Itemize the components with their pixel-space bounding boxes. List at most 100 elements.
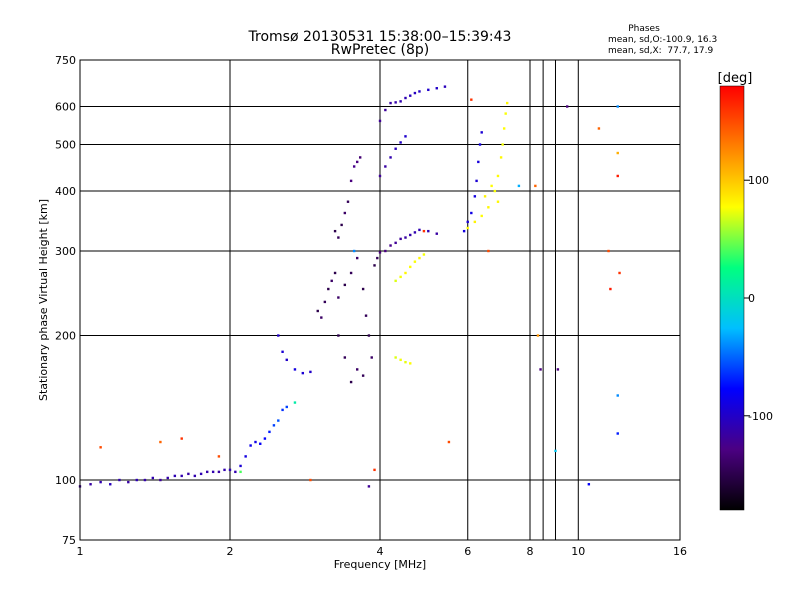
data-point xyxy=(517,184,521,188)
data-point xyxy=(399,275,402,279)
data-point xyxy=(480,131,483,134)
data-point xyxy=(539,368,542,371)
data-point xyxy=(409,265,412,269)
data-point xyxy=(239,464,242,468)
data-point xyxy=(413,231,417,234)
data-point xyxy=(499,156,503,159)
colorbar: [deg] 100 0 -100 xyxy=(718,71,773,511)
data-point xyxy=(118,478,121,482)
data-point xyxy=(505,101,509,105)
data-point xyxy=(349,271,353,275)
data-point xyxy=(343,356,347,359)
data-point xyxy=(394,279,397,283)
phases-line-x: mean, sd,X: 77.7, 17.9 xyxy=(608,46,714,56)
y-tick-label: 75 xyxy=(62,534,76,547)
colorbar-tick-label: -100 xyxy=(748,410,773,423)
data-point xyxy=(389,156,392,159)
data-point xyxy=(109,483,112,486)
data-point xyxy=(475,179,478,183)
plot-frame xyxy=(79,59,681,541)
y-tick-label: 100 xyxy=(55,474,76,487)
data-point xyxy=(404,271,407,275)
y-tick-label: 500 xyxy=(55,139,76,152)
data-point xyxy=(404,360,407,364)
data-point xyxy=(99,480,102,484)
data-point xyxy=(616,394,619,397)
data-point xyxy=(89,483,92,486)
data-point xyxy=(473,220,477,224)
data-point xyxy=(180,437,183,440)
x-axis-label: Frequency [MHz] xyxy=(334,558,426,571)
data-point xyxy=(378,251,382,254)
data-point xyxy=(293,401,297,404)
data-point xyxy=(239,470,242,474)
data-point xyxy=(470,98,473,101)
data-point xyxy=(361,374,365,377)
data-point xyxy=(355,256,359,260)
data-point xyxy=(427,229,430,233)
data-point xyxy=(223,468,226,472)
data-point xyxy=(268,430,271,434)
data-point xyxy=(394,101,397,104)
data-point xyxy=(466,220,469,224)
axes: 1 2 4 6 8 10 16 75 100 200 300 400 500 600 750 xyxy=(55,54,687,558)
data-point xyxy=(376,256,379,260)
data-point xyxy=(587,483,591,486)
chart-subtitle: RwPretec (8p) xyxy=(331,42,429,58)
data-point xyxy=(285,358,288,362)
data-point xyxy=(135,478,138,482)
data-point xyxy=(173,474,177,478)
y-tick-label: 300 xyxy=(55,245,76,258)
data-point xyxy=(330,279,333,283)
data-point xyxy=(211,470,215,474)
data-point xyxy=(320,316,323,319)
data-point xyxy=(496,174,500,178)
data-point xyxy=(281,350,284,353)
data-point xyxy=(352,165,356,168)
y-tick-label: 750 xyxy=(55,54,76,67)
data-point xyxy=(99,446,102,449)
data-point xyxy=(501,143,504,146)
data-point xyxy=(127,480,130,484)
data-point xyxy=(349,179,353,183)
colorbar-gradient xyxy=(719,85,745,511)
x-tick-label: 6 xyxy=(464,545,471,558)
data-point xyxy=(443,85,447,88)
data-point xyxy=(422,253,426,256)
data-point xyxy=(409,94,412,97)
data-point xyxy=(394,147,397,150)
data-point xyxy=(180,474,183,478)
data-point xyxy=(483,195,487,198)
data-point xyxy=(364,314,368,317)
data-point xyxy=(309,478,312,482)
data-point xyxy=(597,127,601,130)
data-point xyxy=(370,356,373,359)
data-point xyxy=(422,229,426,233)
data-point xyxy=(355,368,359,371)
data-point xyxy=(447,440,451,444)
data-point xyxy=(361,287,365,291)
data-point xyxy=(205,470,209,474)
data-point xyxy=(493,189,497,193)
data-point xyxy=(394,241,397,245)
chart-title: Tromsø 20130531 15:38:00–15:39:43 xyxy=(248,29,512,45)
data-point xyxy=(327,287,330,291)
data-point xyxy=(399,358,402,362)
data-point xyxy=(502,127,506,130)
data-point xyxy=(413,91,417,95)
y-tick-label: 600 xyxy=(55,101,76,114)
data-point xyxy=(609,287,612,291)
data-point xyxy=(487,249,490,253)
data-point xyxy=(355,160,359,164)
data-point xyxy=(228,468,232,472)
data-point xyxy=(534,184,537,188)
data-point xyxy=(159,440,162,444)
data-point xyxy=(333,271,337,275)
phases-title: Phases xyxy=(628,24,660,34)
data-point xyxy=(199,472,203,476)
data-point xyxy=(249,444,252,447)
data-point xyxy=(556,368,560,371)
data-point xyxy=(293,368,297,371)
data-point xyxy=(358,156,362,159)
data-point xyxy=(277,419,280,422)
